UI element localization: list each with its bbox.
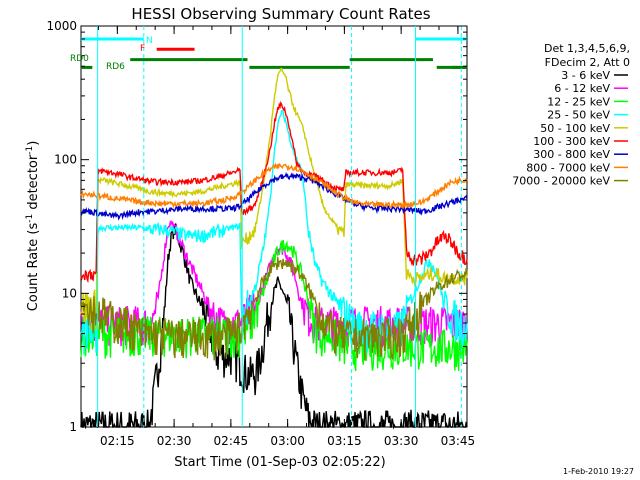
axes: 1 10 100 1000 02:15 02:30 02:45 03:00 03:15 03:30… — [46, 19, 475, 448]
legend-label: 7000 - 20000 keV — [512, 175, 610, 188]
series-line — [80, 223, 468, 430]
flag-label-rd0: RD0 — [70, 54, 89, 64]
flag-label-rd6: RD6 — [106, 62, 125, 72]
legend-label: 12 - 25 keV — [547, 95, 610, 108]
y-axis-label: Count Rate (s-1 detector-1) — [25, 141, 41, 312]
legend-header-line: Det 1,3,4,5,6,9, — [544, 42, 630, 55]
series-line — [80, 67, 468, 331]
y-tick-label: 100 — [54, 153, 77, 167]
legend-label: 100 - 300 keV — [533, 135, 610, 148]
legend: Det 1,3,4,5,6,9, FDecim 2, Att 0 3 - 6 k… — [512, 42, 630, 188]
plot-frame — [80, 25, 468, 428]
series-line — [80, 100, 468, 284]
flag-bars — [81, 37, 467, 69]
series-line — [80, 239, 468, 372]
x-tick-label: 03:00 — [270, 434, 305, 448]
x-tick-label: 02:30 — [157, 434, 192, 448]
legend-label: 50 - 100 keV — [540, 122, 610, 135]
y-tick-label: 1 — [69, 420, 77, 434]
x-tick-label: 02:15 — [100, 434, 135, 448]
series-line — [80, 171, 468, 221]
footer-date: 1-Feb-2010 19:27 — [563, 467, 634, 476]
y-label-sup: -1 — [25, 146, 35, 155]
y-label-part: ) — [26, 141, 41, 146]
x-tick-label: 03:30 — [384, 434, 419, 448]
series-lines — [80, 67, 468, 430]
series-line — [80, 257, 468, 361]
flag-label-f: F — [140, 44, 145, 54]
series-line — [80, 162, 468, 210]
legend-label: 800 - 7000 keV — [526, 161, 610, 174]
x-tick-label: 02:45 — [214, 434, 249, 448]
x-tick-label: 03:15 — [327, 434, 362, 448]
x-axis-label: Start Time (01-Sep-03 02:05:22) — [174, 455, 385, 470]
y-label-part: Count Rate (s — [26, 223, 41, 312]
legend-label: 25 - 50 keV — [547, 109, 610, 122]
legend-label: 3 - 6 keV — [561, 69, 610, 82]
time-markers — [97, 26, 462, 427]
y-label-part: detector — [26, 154, 41, 214]
flag-label-n: N — [146, 36, 153, 46]
y-tick-label: 1000 — [46, 19, 77, 33]
x-tick-label: 03:45 — [441, 434, 476, 448]
y-label-sup: -1 — [25, 214, 35, 223]
plot-area — [80, 25, 468, 428]
legend-header-line: FDecim 2, Att 0 — [545, 56, 630, 69]
legend-label: 6 - 12 keV — [554, 82, 610, 95]
y-tick-label: 10 — [62, 286, 77, 300]
legend-label: 300 - 800 keV — [533, 148, 610, 161]
chart-title: HESSI Observing Summary Count Rates — [131, 5, 430, 23]
